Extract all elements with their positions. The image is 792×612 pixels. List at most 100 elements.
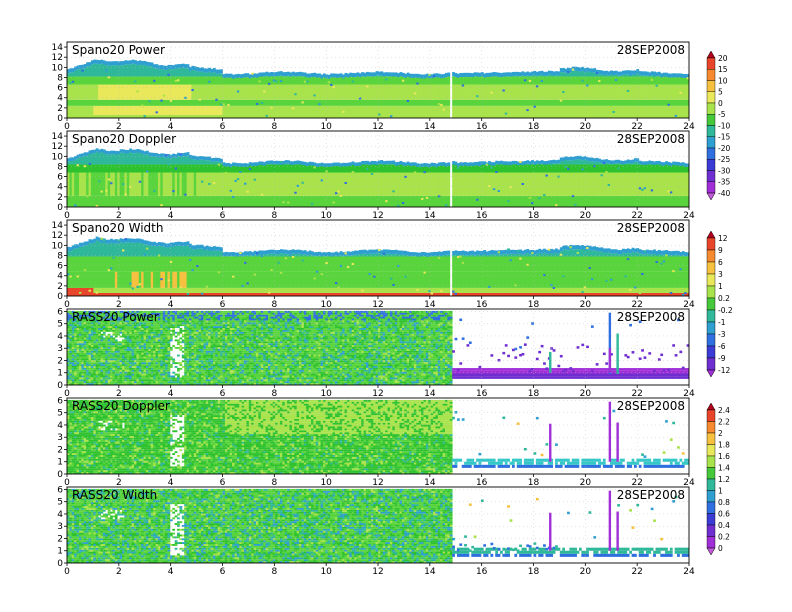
echo-cell — [669, 271, 673, 288]
echo-cell — [210, 105, 214, 115]
echo-cell — [203, 156, 207, 161]
echo-cell — [143, 154, 147, 165]
echo-cell — [169, 246, 173, 257]
echo-cell — [557, 287, 561, 293]
echo-cell — [358, 292, 362, 296]
echo-cell — [483, 172, 487, 196]
echo-cell — [406, 287, 410, 293]
echo-cell — [102, 60, 106, 65]
echo-cell — [667, 256, 671, 272]
echo-cell — [287, 114, 290, 118]
echo-cell — [440, 256, 443, 272]
echo-cell — [595, 161, 599, 165]
echo-cell — [566, 246, 570, 251]
echo-cell — [217, 271, 221, 288]
echo-cell — [122, 76, 125, 85]
echo-cell — [126, 195, 130, 207]
echo-cell — [586, 67, 589, 72]
echo-cell — [265, 172, 269, 196]
echo-cell — [478, 172, 482, 196]
echo-cell — [131, 256, 135, 272]
echo-cell — [583, 76, 587, 85]
echo-speckle — [133, 80, 137, 83]
echo-cell — [645, 195, 649, 207]
echo-cell — [322, 163, 326, 167]
echo-cell — [71, 245, 75, 250]
echo-cell — [150, 152, 154, 157]
echo-speckle — [318, 103, 321, 106]
echo-cell — [301, 250, 305, 255]
echo-cell — [430, 74, 434, 79]
echo-cell — [167, 243, 171, 248]
echo-cell — [315, 256, 319, 272]
echo-cell — [665, 114, 668, 118]
echo-cell — [492, 271, 496, 288]
echo-cell — [354, 76, 357, 85]
echo-cell — [313, 271, 317, 288]
echo-cell — [593, 250, 597, 257]
echo-cell — [244, 99, 247, 106]
echo-cell — [538, 114, 542, 118]
echo-cell — [95, 271, 99, 288]
echo-cell — [69, 164, 73, 173]
echo-cell — [418, 292, 422, 296]
echo-cell — [416, 195, 420, 207]
echo-cell — [464, 76, 467, 85]
echo-cell — [141, 195, 144, 207]
echo-cell — [638, 271, 642, 288]
echo-cell — [435, 172, 439, 196]
echo-cell — [145, 99, 149, 106]
echo-speckle — [440, 290, 443, 293]
echo-cell — [394, 287, 398, 293]
echo-cell — [217, 76, 221, 85]
echo-cell — [641, 254, 644, 257]
echo-cell — [232, 271, 235, 288]
echo-cell — [361, 164, 365, 173]
echo-cell — [442, 114, 446, 118]
echo-cell — [320, 99, 324, 106]
echo-cell — [502, 292, 506, 296]
echo-cell — [638, 164, 642, 173]
echo-cell — [610, 164, 613, 173]
echo-cell — [626, 256, 630, 272]
echo-cell — [74, 66, 77, 71]
echo-cell — [284, 195, 288, 207]
echo-cell — [380, 71, 384, 76]
echo-cell — [679, 105, 683, 115]
echo-cell — [559, 157, 563, 161]
echo-cell — [234, 252, 238, 257]
echo-cell — [95, 76, 99, 85]
echo-cell — [480, 195, 484, 207]
echo-cell — [93, 164, 97, 173]
echo-cell — [547, 292, 551, 296]
echo-cell — [657, 114, 661, 118]
echo-speckle — [540, 79, 544, 82]
echo-cell — [622, 99, 625, 106]
echo-cell — [583, 172, 587, 196]
echo-cell — [222, 105, 226, 115]
echo-cell — [93, 114, 97, 118]
echo-cell — [550, 114, 554, 118]
echo-cell — [246, 99, 250, 106]
echo-cell — [332, 164, 336, 173]
echo-cell — [433, 99, 436, 106]
echo-cell — [284, 172, 288, 196]
echo-cell — [299, 287, 302, 293]
echo-cell — [667, 254, 671, 257]
echo-cell — [555, 160, 558, 164]
echo-cell — [629, 76, 632, 85]
echo-speckle — [136, 285, 140, 288]
echo-cell — [557, 271, 561, 288]
echo-cell — [253, 172, 257, 196]
echo-cell — [275, 195, 278, 207]
echo-cell — [69, 84, 73, 100]
echo-cell — [581, 156, 585, 161]
echo-cell — [447, 72, 451, 77]
echo-cell — [165, 154, 168, 159]
echo-cell — [112, 172, 116, 196]
echo-cell — [239, 163, 243, 167]
echo-cell — [631, 114, 635, 118]
echo-cell — [411, 256, 415, 272]
echo-cell — [394, 256, 398, 272]
